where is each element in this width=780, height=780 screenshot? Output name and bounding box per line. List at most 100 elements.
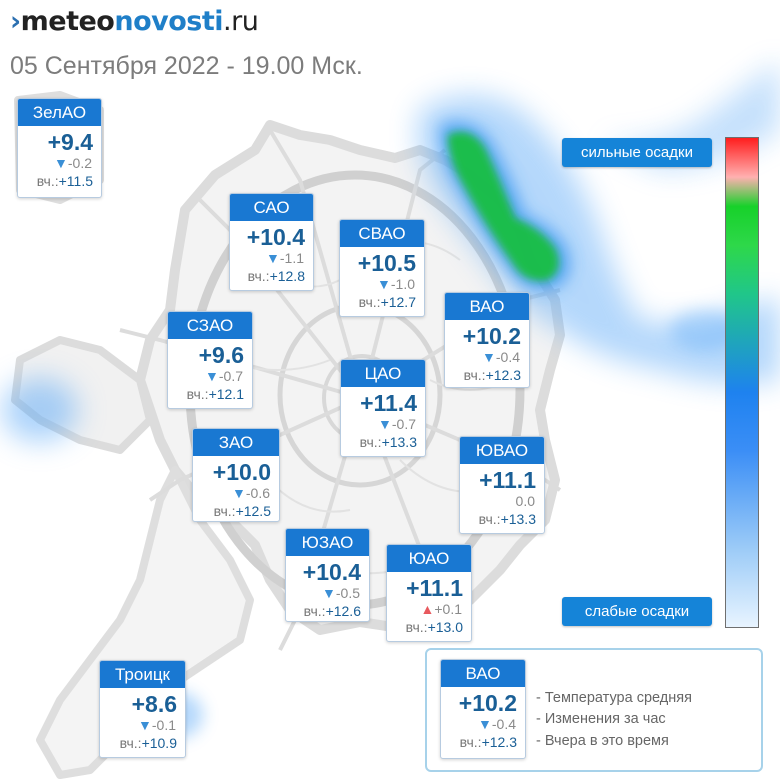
logo-text-novosti: novosti (114, 6, 224, 37)
yesterday-label: вч.: (478, 511, 501, 527)
yesterday-value: вч.:+12.1 (168, 385, 252, 403)
yesterday-temperature: +11.5 (58, 173, 93, 189)
district-card-svao: СВАО +10.5 ▼-1.0 вч.:+12.7 (339, 219, 425, 317)
new-moscow-region (36, 466, 254, 779)
district-name: ВАО (445, 293, 529, 320)
hourly-change-value: 0.0 (515, 493, 535, 509)
yesterday-label: вч.: (303, 603, 326, 619)
yesterday-value: вч.:+10.9 (100, 734, 185, 752)
yesterday-temperature: +12.8 (269, 268, 305, 284)
yesterday-value: вч.:+11.5 (18, 172, 101, 190)
hourly-change-value: -0.5 (335, 585, 360, 601)
hourly-change: ▼-0.4 (441, 715, 525, 733)
arrow-down-icon: ▼ (377, 276, 391, 292)
yesterday-temperature: +12.3 (485, 367, 521, 383)
district-temperature: +10.2 (458, 690, 517, 716)
district-name: СЗАО (168, 312, 252, 339)
yesterday-value: вч.:+13.3 (341, 433, 425, 451)
yesterday-temperature: +10.9 (141, 735, 177, 751)
district-name: СВАО (340, 220, 424, 247)
yesterday-label: вч.: (359, 434, 382, 450)
legend-line-yesterday: - Вчера в это время (536, 733, 669, 749)
legend-line-hourly-change: - Изменения за час (536, 711, 666, 727)
yesterday-value: вч.:+12.5 (193, 502, 279, 520)
hourly-change: ▼-0.4 (445, 348, 529, 366)
legend-line-average-temp: - Температура средняя (536, 690, 692, 706)
district-name: ВАО (441, 660, 525, 687)
hourly-change-value: +0.1 (434, 601, 462, 617)
district-temperature: +9.6 (198, 342, 244, 368)
yesterday-value: вч.:+12.3 (441, 733, 525, 751)
hourly-change-value: -0.7 (391, 416, 416, 432)
hourly-change-value: -0.1 (151, 717, 176, 733)
site-logo[interactable]: ›meteonovosti.ru (10, 6, 259, 37)
hourly-change: ▼-0.7 (341, 415, 425, 433)
yesterday-temperature: +12.7 (380, 294, 416, 310)
yesterday-temperature: +12.1 (208, 386, 244, 402)
precipitation-scale-bar (725, 137, 759, 628)
yesterday-temperature: +13.3 (500, 511, 536, 527)
hourly-change-value: -0.2 (67, 155, 92, 171)
district-card-yuvao: ЮВАО +11.1 0.0 вч.:+13.3 (459, 436, 545, 534)
hourly-change: ▼-0.5 (286, 584, 369, 602)
scale-label-light: слабые осадки (562, 597, 712, 626)
hourly-change: ▼-0.2 (18, 154, 101, 172)
district-card-troitsk: Троицк +8.6 ▼-0.1 вч.:+10.9 (99, 660, 186, 758)
hourly-change-value: -0.7 (218, 368, 243, 384)
district-temperature: +11.1 (406, 575, 463, 601)
hourly-change: ▼-0.7 (168, 367, 252, 385)
district-name: ЗелАО (18, 99, 101, 126)
hourly-change-value: -1.1 (279, 250, 304, 266)
yesterday-label: вч.: (463, 367, 486, 383)
hourly-change-value: -1.0 (390, 276, 415, 292)
district-temperature: +10.5 (357, 250, 416, 276)
arrow-down-icon: ▼ (54, 155, 68, 171)
legend-sample-card: ВАО +10.2 ▼-0.4 вч.:+12.3 (440, 659, 526, 759)
yesterday-value: вч.:+12.6 (286, 602, 369, 620)
hourly-change-value: -0.6 (245, 485, 270, 501)
district-card-zelao: ЗелАО +9.4 ▼-0.2 вч.:+11.5 (17, 98, 102, 198)
yesterday-label: вч.: (213, 503, 236, 519)
scale-label-heavy: сильные осадки (562, 138, 712, 167)
arrow-down-icon: ▼ (266, 250, 280, 266)
yesterday-label: вч.: (459, 734, 482, 750)
yesterday-temperature: +12.6 (325, 603, 361, 619)
logo-text-meteo: meteo (20, 6, 115, 37)
arrow-down-icon: ▼ (482, 349, 496, 365)
district-card-yuzao: ЮЗАО +10.4 ▼-0.5 вч.:+12.6 (285, 528, 370, 622)
district-temperature: +9.4 (47, 129, 93, 155)
district-card-yuao: ЮАО +11.1 ▲+0.1 вч.:+13.0 (386, 544, 472, 642)
district-card-szao: СЗАО +9.6 ▼-0.7 вч.:+12.1 (167, 311, 253, 409)
hourly-change-value: -0.4 (491, 716, 516, 732)
hourly-change: ▼-1.0 (340, 275, 424, 293)
district-temperature: +11.1 (479, 467, 536, 493)
district-card-sao: САО +10.4 ▼-1.1 вч.:+12.8 (229, 193, 314, 291)
yesterday-value: вч.:+12.8 (230, 267, 313, 285)
district-temperature: +10.4 (302, 559, 361, 585)
district-temperature: +10.0 (212, 459, 271, 485)
report-datetime: 05 Сентября 2022 - 19.00 Мск. (10, 52, 363, 80)
district-card-cao: ЦАО +11.4 ▼-0.7 вч.:+13.3 (340, 359, 426, 457)
arrow-down-icon: ▼ (478, 716, 492, 732)
yesterday-value: вч.:+12.7 (340, 293, 424, 311)
arrow-up-icon: ▲ (420, 601, 435, 617)
yesterday-label: вч.: (405, 619, 428, 635)
district-card-zao: ЗАО +10.0 ▼-0.6 вч.:+12.5 (192, 428, 280, 522)
yesterday-temperature: +12.3 (481, 734, 517, 750)
yesterday-temperature: +13.3 (381, 434, 417, 450)
district-temperature: +11.4 (360, 390, 417, 416)
hourly-change: ▼-0.6 (193, 484, 279, 502)
hourly-change: ▼-1.1 (230, 249, 313, 267)
district-name: Троицк (100, 661, 185, 688)
hourly-change: 0.0 (460, 492, 544, 510)
district-temperature: +10.4 (246, 224, 305, 250)
yesterday-label: вч.: (186, 386, 209, 402)
district-temperature: +10.2 (462, 323, 521, 349)
arrow-down-icon: ▼ (232, 485, 246, 501)
district-name: ЮВАО (460, 437, 544, 464)
yesterday-temperature: +12.5 (235, 503, 271, 519)
hourly-change: ▲+0.1 (387, 600, 471, 618)
hourly-change-value: -0.4 (495, 349, 520, 365)
district-name: ЦАО (341, 360, 425, 387)
district-card-vao: ВАО +10.2 ▼-0.4 вч.:+12.3 (444, 292, 530, 388)
